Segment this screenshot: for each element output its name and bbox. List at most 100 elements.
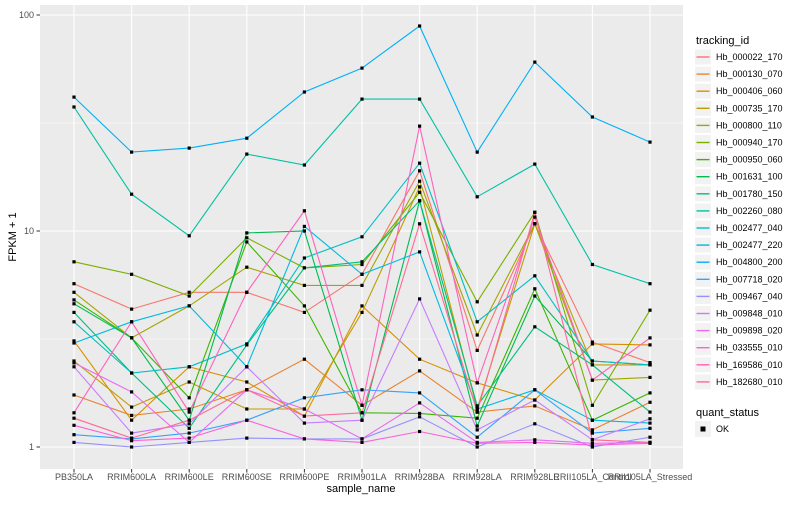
data-point-marker	[302, 266, 306, 270]
data-point-marker	[302, 229, 306, 233]
data-point-marker	[187, 440, 191, 444]
data-point-marker	[475, 320, 479, 324]
legend-item-label: Hb_000950_060	[716, 155, 783, 165]
quant-status-legend: OK	[695, 421, 729, 437]
data-point-marker	[533, 404, 537, 408]
legend-item-label: Hb_000406_060	[716, 86, 783, 96]
tracking-id-legend: Hb_000022_170 Hb_000130_070 Hb_000406_060 H…	[695, 49, 783, 390]
data-point-marker	[360, 66, 364, 70]
legend-item: Hb_002477_040	[695, 220, 783, 236]
data-point-marker	[360, 272, 364, 276]
x-tick-label: RRIM600PE	[279, 472, 329, 482]
legend-item-label: Hb_009898_020	[716, 326, 783, 336]
data-point-marker	[648, 361, 652, 365]
y-tick-label: 1	[29, 442, 34, 452]
data-point-marker	[72, 423, 76, 427]
data-point-marker	[418, 391, 422, 395]
data-point-marker	[648, 410, 652, 414]
data-point-marker	[360, 310, 364, 314]
data-point-marker	[245, 380, 249, 384]
legend-item: Hb_000950_060	[695, 152, 783, 168]
data-point-marker	[72, 95, 76, 99]
data-point-marker	[590, 262, 594, 267]
data-point-marker	[187, 422, 191, 426]
data-point-marker	[475, 424, 479, 428]
data-point-marker	[302, 396, 306, 400]
data-point-marker	[245, 136, 249, 140]
data-point-marker	[302, 414, 306, 418]
legend-item: Hb_002477_220	[695, 237, 783, 253]
data-point-marker	[418, 185, 422, 189]
data-point-marker	[533, 398, 537, 402]
legend-item: Hb_000800_110	[695, 117, 782, 133]
data-point-marker	[72, 282, 76, 286]
legend-item-label: Hb_009467_040	[716, 291, 783, 301]
legend-item: Hb_182680_010	[695, 374, 783, 390]
legend-item-label: Hb_000800_110	[716, 120, 782, 130]
data-point-marker	[648, 426, 652, 430]
legend-item: Hb_002260_080	[695, 203, 783, 219]
data-point-marker	[72, 105, 76, 109]
data-point-marker	[302, 256, 306, 260]
data-point-marker	[648, 435, 652, 439]
data-point-marker	[533, 294, 537, 298]
data-point-marker	[418, 97, 422, 101]
data-point-marker	[590, 115, 594, 119]
y-axis-title: FPKM + 1	[7, 212, 19, 261]
data-point-marker	[475, 333, 479, 337]
legend-item: Hb_007718_020	[695, 271, 783, 287]
legend-item: Hb_009467_040	[695, 288, 783, 304]
data-point-marker	[475, 381, 479, 385]
data-point-marker	[648, 375, 652, 379]
data-point-marker	[130, 418, 134, 422]
x-tick-label: RRII105LA_Stressed	[608, 472, 693, 482]
data-point-marker	[418, 357, 422, 361]
data-point-marker	[130, 307, 134, 311]
data-point-marker	[590, 340, 594, 344]
x-tick-label: PB350LA	[55, 472, 93, 482]
legend-item-label: Hb_000130_070	[716, 69, 783, 79]
legend-item-label: Hb_182680_010	[716, 377, 783, 387]
data-point-marker	[245, 152, 249, 156]
data-point-marker	[72, 260, 76, 264]
data-point-marker	[130, 436, 134, 440]
data-point-marker	[475, 410, 479, 414]
data-point-marker	[418, 415, 422, 419]
data-point-marker	[245, 240, 249, 244]
data-point-marker	[72, 411, 76, 415]
legend-item-label: Hb_007718_020	[716, 274, 783, 284]
data-point-marker	[533, 440, 537, 444]
data-point-marker	[648, 140, 652, 144]
data-point-marker	[302, 163, 306, 167]
data-point-marker	[418, 429, 422, 434]
data-point-marker	[590, 342, 594, 346]
data-point-marker	[187, 410, 191, 414]
data-point-marker	[72, 320, 76, 324]
data-point-marker	[245, 388, 249, 392]
axis-ticks	[36, 14, 651, 473]
data-point-marker	[360, 235, 364, 239]
data-point-marker	[360, 262, 364, 267]
data-point-marker	[245, 418, 249, 422]
data-point-marker	[418, 250, 422, 254]
data-point-marker	[648, 421, 652, 425]
data-point-marker	[360, 260, 364, 264]
data-point-marker	[245, 236, 249, 240]
data-point-marker	[360, 418, 364, 422]
legend-item-label: Hb_033555_010	[716, 343, 783, 353]
data-point-marker	[302, 304, 306, 308]
x-tick-label: RRIM600LE	[165, 472, 214, 482]
x-tick-label: RRIM928LE	[510, 472, 559, 482]
legend-item: Hb_033555_010	[695, 340, 783, 356]
x-axis-title: sample_name	[326, 483, 395, 495]
legend-item: Hb_001780_150	[695, 186, 783, 202]
data-point-marker	[360, 440, 364, 444]
data-point-marker	[72, 361, 76, 365]
data-point-marker	[533, 274, 537, 278]
data-point-marker	[533, 438, 537, 442]
data-point-marker	[187, 426, 191, 430]
legend-item: Hb_169586_010	[695, 357, 783, 373]
data-point-marker	[590, 418, 594, 422]
data-point-marker	[72, 393, 76, 397]
